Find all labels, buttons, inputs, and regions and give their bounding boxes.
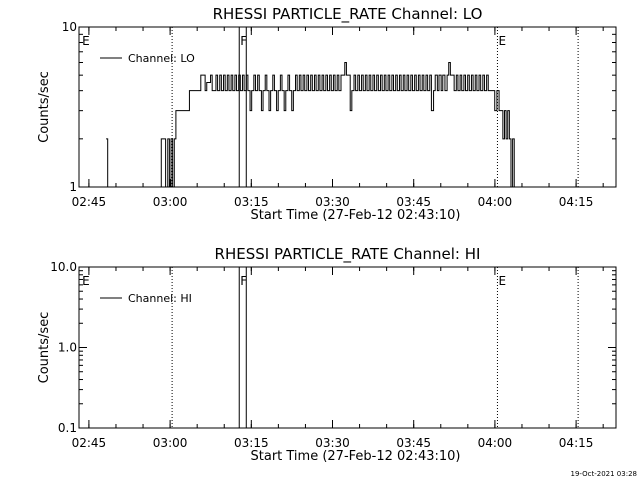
x-tick-label-lo: 03:15 — [234, 195, 269, 209]
hi-channel-panel: RHESSI PARTICLE_RATE Channel: HI 02:45 03:… — [37, 245, 617, 464]
x-tick-label-hi: 03:00 — [153, 436, 188, 450]
event-marker-label-lo: E — [82, 34, 90, 48]
chart-title-lo: RHESSI PARTICLE_RATE Channel: LO — [213, 5, 483, 24]
y-tick-label-hi: 10.0 — [50, 260, 77, 274]
y-tick-label-lo: 1 — [69, 180, 77, 194]
x-tick-label-hi: 03:15 — [234, 436, 269, 450]
x-tick-label-lo: 04:15 — [559, 195, 594, 209]
x-tick-label-lo: 03:30 — [315, 195, 350, 209]
x-tick-label-hi: 03:30 — [315, 436, 350, 450]
y-axis-label-hi: Counts/sec — [37, 312, 52, 384]
y-tick-label-hi: 1.0 — [58, 341, 77, 355]
plot-timestamp: 19-Oct-2021 03:28 — [571, 470, 637, 478]
event-marker-label-lo: E — [498, 34, 506, 48]
x-axis-label-lo: Start Time (27-Feb-12 02:43:10) — [251, 208, 461, 223]
x-tick-label-lo: 03:00 — [153, 195, 188, 209]
x-axis-label-hi: Start Time (27-Feb-12 02:43:10) — [251, 449, 461, 464]
x-tick-label-hi: 04:15 — [559, 436, 594, 450]
chart-title-hi: RHESSI PARTICLE_RATE Channel: HI — [215, 245, 481, 264]
legend-label-hi: Channel: HI — [128, 292, 192, 305]
x-tick-label-lo: 02:45 — [72, 195, 107, 209]
y-axis-label-lo: Counts/sec — [37, 71, 52, 143]
x-tick-label-lo: 04:00 — [478, 195, 513, 209]
event-marker-label-lo: F — [240, 34, 247, 48]
legend-label-lo: Channel: LO — [128, 52, 195, 65]
y-tick-label-hi: 0.1 — [58, 421, 77, 435]
x-tick-label-lo: 03:45 — [396, 195, 431, 209]
y-tick-label-lo: 10 — [62, 20, 77, 34]
plot-frame-lo — [78, 26, 617, 188]
event-marker-label-hi: E — [82, 274, 90, 288]
x-tick-label-hi: 04:00 — [478, 436, 513, 450]
series-line-lo — [106, 62, 515, 188]
x-tick-label-hi: 02:45 — [72, 436, 107, 450]
event-marker-label-hi: E — [498, 274, 506, 288]
event-marker-label-hi: F — [240, 274, 247, 288]
lo-channel-panel: RHESSI PARTICLE_RATE Channel: LO 02:45 03:… — [37, 5, 617, 223]
x-tick-label-hi: 03:45 — [396, 436, 431, 450]
